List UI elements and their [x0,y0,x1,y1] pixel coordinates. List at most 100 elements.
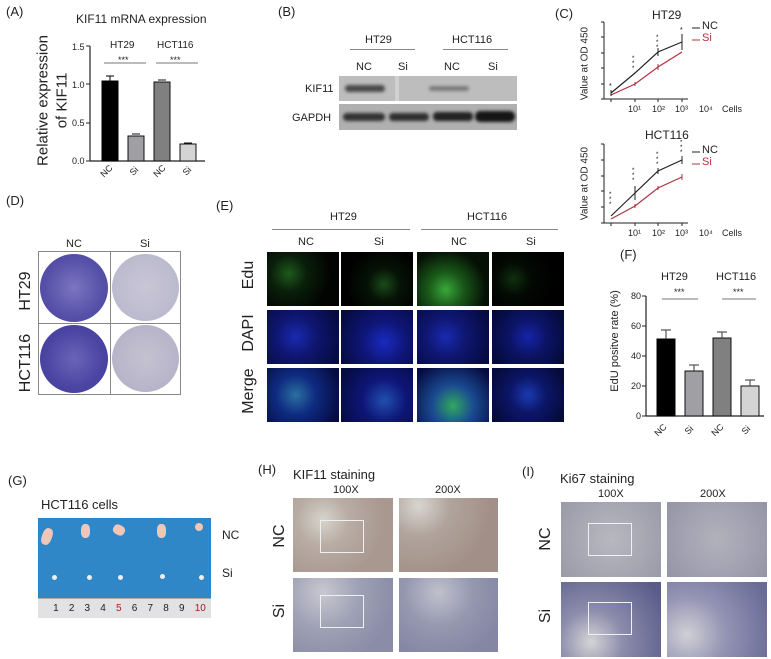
panel-f-xtick: NC [709,421,726,439]
panel-a-ytick-05: 0.5 [72,118,85,128]
svg-text:*: * [632,178,635,184]
panel-h-label: (H) [258,462,277,477]
panel-a-ylabel-1: Relative expression [34,35,52,166]
panel-b-group-hct116: HCT116 [452,34,493,46]
svg-text:*: * [632,173,635,179]
panel-a-ytick-15: 1.5 [72,42,85,52]
dapi-hct116-nc [417,310,489,364]
kif11-nc-200x [399,498,498,572]
tumor-nc [111,522,127,538]
ruler-mark: 2 [68,603,75,614]
panel-g-label: (G) [8,473,27,488]
panel-b-row-gapdh: GAPDH [292,112,332,124]
merge-hct116-si [492,368,564,422]
tumor-si [160,574,165,579]
colony-plate-ht29-nc [40,254,108,322]
svg-text:*: * [609,197,612,203]
panel-f-bar-chart [642,295,764,417]
panel-f-ylabel: EdU positve rate (%) [609,290,621,392]
panel-h-title: KIF11 staining [293,467,376,482]
svg-text:*: * [656,35,659,41]
panel-e-row-edu: Edu [240,260,257,290]
panel-c-top-xtick: 10³ [675,104,689,114]
panel-f-sig-ht29: *** [674,287,685,297]
panel-c-top-xtick: 10² [652,104,666,114]
panel-e-col: Si [526,236,536,248]
panel-b-lane: NC [444,61,460,73]
panel-f-label: (F) [620,247,637,262]
blot-kif11 [339,76,517,101]
tumor-nc [81,524,90,538]
dapi-ht29-nc [267,310,339,364]
edu-ht29-si [341,252,413,306]
panel-b-row-kif11: KIF11 [305,83,334,95]
tumor-nc [39,526,55,547]
panel-c-top-legend-nc: NC [702,20,718,32]
panel-a-ylabel-2: of KIF11 [53,72,71,129]
svg-text:*: * [632,168,635,174]
kif11-si-200x [399,578,498,652]
panel-f-ytick: 60 [630,321,641,331]
panel-f-sig-hct116: *** [733,287,744,297]
panel-c-top-ylabel: Value at OD 450 [579,26,591,101]
panel-d-label: (D) [6,193,25,208]
svg-text:*: * [609,83,612,90]
colony-plate-hct116-si [112,325,179,392]
svg-text:*: * [632,56,635,62]
panel-e-col: NC [298,236,314,248]
panel-i-col-200x: 200X [700,488,726,500]
dapi-hct116-si [492,310,564,364]
svg-text:*: * [656,152,659,158]
panel-e-col: Si [374,236,384,248]
edu-hct116-nc [417,252,489,306]
ki67-si-200x [667,582,767,657]
tumor-photo [38,518,211,598]
panel-f-group-ht29: HT29 [661,271,688,283]
panel-f-ytick: 80 [630,291,641,301]
ruler-mark: 10 [194,603,206,614]
svg-text:*: * [656,45,659,51]
panel-a-label: (A) [6,4,24,19]
ruler-mark: 4 [100,603,106,614]
panel-d-row-ht29: HT29 [17,271,34,311]
panel-b-group-ht29: HT29 [365,34,392,46]
panel-c-bottom-xtick: 10³ [675,228,689,238]
edu-ht29-nc [267,252,339,306]
panel-d-row-hct116: HCT116 [17,333,34,393]
ruler-mark: 8 [163,603,169,614]
panel-c-bottom-title: HCT116 [645,128,689,142]
panel-i-label: (I) [522,464,535,479]
ki67-nc-200x [667,502,767,577]
svg-text:*: * [680,150,683,156]
panel-h-col-100x: 100X [333,484,359,496]
panel-b-lane: NC [356,61,372,73]
panel-e-row-merge: Merge [240,368,257,414]
colony-plate-grid [38,251,181,395]
panel-a-ytick-10: 1.0 [72,80,85,90]
panel-i-col-100x: 100X [598,488,624,500]
panel-c-bottom-ylabel: Value at OD 450 [579,146,591,221]
svg-text:*: * [680,27,683,34]
panel-g-row-nc: NC [222,528,240,542]
panel-e-row-dapi: DAPI [240,314,257,352]
tumor-si [52,575,57,580]
panel-c-bottom-line-chart: *** *** *** *** [601,140,700,226]
tumor-nc [157,524,166,538]
merge-hct116-nc [417,368,489,422]
panel-h-row-nc: NC [271,524,288,548]
merge-ht29-si [341,368,413,422]
panel-c-top-xlabel: Cells [722,104,743,114]
ruler-mark: 7 [147,603,154,614]
ruler-mark: 9 [178,603,185,614]
panel-a-bar-chart [86,45,205,162]
panel-c-bottom-legend-nc: NC [702,144,718,156]
tumor-si [87,575,92,580]
panel-a-title: KIF11 mRNA expression [76,12,207,26]
panel-f-ytick: 40 [630,351,641,361]
panel-f-xtick: Si [739,423,753,437]
panel-d-col-si: Si [140,238,150,250]
panel-c-bottom-xlabel: Cells [722,228,743,238]
svg-text:*: * [680,145,683,151]
merge-ht29-nc [267,368,339,422]
panel-c-top-xtick: 10⁴ [699,104,713,114]
